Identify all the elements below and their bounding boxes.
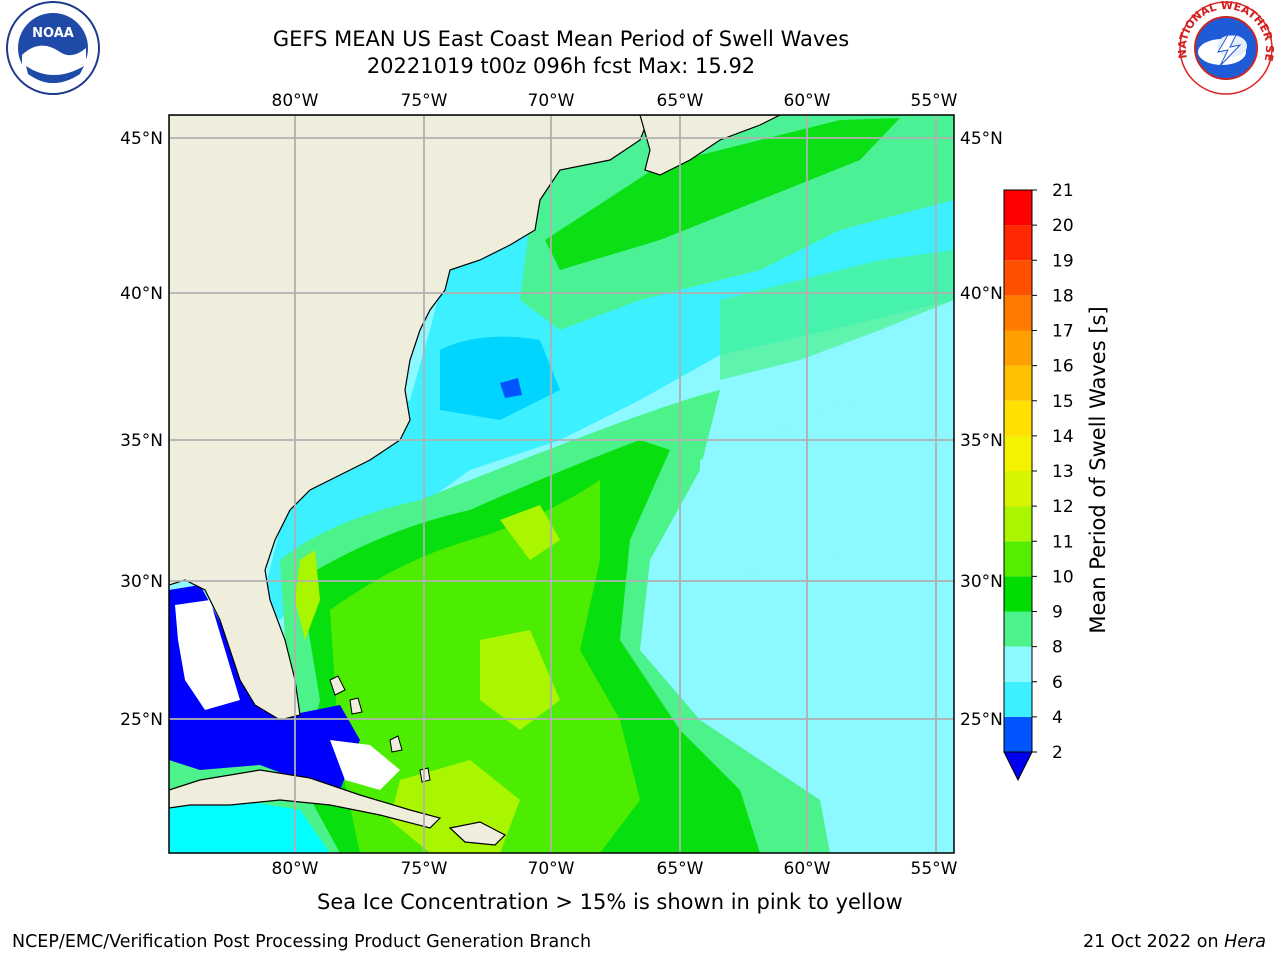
lon-labels-bottom: 80°W 75°W 70°W 65°W 60°W 55°W bbox=[272, 859, 958, 879]
colorbar-segment bbox=[1004, 576, 1032, 612]
colorbar-tick-label: 21 bbox=[1052, 181, 1074, 201]
colorbar-tick-label: 10 bbox=[1052, 567, 1074, 587]
colorbar-segment bbox=[1004, 365, 1032, 401]
colorbar-segment bbox=[1004, 716, 1032, 752]
colorbar-segment bbox=[1004, 681, 1032, 717]
colorbar-tick-label: 9 bbox=[1052, 603, 1063, 623]
lon-label: 65°W bbox=[657, 91, 704, 111]
noaa-logo: NOAA bbox=[6, 1, 100, 95]
swell-8-9s-southeast bbox=[800, 540, 954, 853]
colorbar-segment bbox=[1004, 295, 1032, 331]
bahamas-islands bbox=[329, 675, 431, 783]
sea-ice-note: Sea Ice Concentration > 15% is shown in … bbox=[317, 890, 903, 914]
colorbar-segment bbox=[1004, 435, 1032, 471]
lon-label: 80°W bbox=[272, 859, 319, 879]
colorbar-tick-label: 13 bbox=[1052, 462, 1074, 482]
map-frame bbox=[168, 114, 955, 854]
colorbar-segment bbox=[1004, 260, 1032, 296]
colorbar-segment bbox=[1004, 506, 1032, 542]
cuba-land bbox=[169, 769, 442, 829]
colorbar-segment bbox=[1004, 225, 1032, 261]
colorbar-tick-label: 18 bbox=[1052, 286, 1074, 306]
lat-label: 35°N bbox=[120, 431, 163, 451]
lat-label: 40°N bbox=[960, 284, 1003, 304]
noaa-logo-text: NOAA bbox=[32, 26, 74, 41]
lon-labels-top: 80°W 75°W 70°W 65°W 60°W 55°W bbox=[272, 91, 958, 111]
swell-12-13s-patches bbox=[295, 505, 560, 853]
chart-subtitle: 20221019 t00z 096h fcst Max: 15.92 bbox=[366, 54, 756, 78]
colorbar-segment bbox=[1004, 330, 1032, 366]
lat-label: 45°N bbox=[960, 129, 1003, 149]
colorbar-tick-label: 4 bbox=[1052, 708, 1063, 728]
colorbar-tick-label: 15 bbox=[1052, 392, 1074, 412]
nws-logo: NATIONAL WEATHER SERVICE bbox=[0, 0, 1276, 95]
caribbean-cyan-region bbox=[169, 800, 330, 853]
colorbar-tick-label: 2 bbox=[1052, 743, 1063, 763]
map-area bbox=[169, 115, 954, 853]
gulf-white-patch bbox=[175, 600, 240, 710]
lat-label: 25°N bbox=[120, 710, 163, 730]
colorbar-segment bbox=[1004, 190, 1032, 226]
colorbar-segment bbox=[1004, 541, 1032, 577]
colorbar-tick-label: 16 bbox=[1052, 357, 1074, 377]
lon-label: 75°W bbox=[401, 859, 448, 879]
lat-labels-right: 45°N 40°N 35°N 30°N 25°N bbox=[960, 129, 1003, 730]
swell-9s-east-band bbox=[720, 250, 954, 380]
swell-4-6s-pocket bbox=[440, 336, 560, 420]
lat-label: 40°N bbox=[120, 284, 163, 304]
lon-label: 55°W bbox=[911, 859, 958, 879]
date-text: 21 Oct 2022 on bbox=[1083, 932, 1219, 952]
swell-9-10s-ne-region bbox=[520, 115, 954, 330]
colorbar-tick-label: 12 bbox=[1052, 497, 1074, 517]
lon-label: 60°W bbox=[784, 91, 831, 111]
lon-label: 60°W bbox=[784, 859, 831, 879]
hispaniola-land bbox=[448, 821, 507, 846]
lon-label: 70°W bbox=[528, 91, 575, 111]
date-stamp: 21 Oct 2022 on Hera bbox=[1083, 932, 1266, 952]
colorbar-tick-label: 11 bbox=[1052, 532, 1074, 552]
colorbar-tick-label: 17 bbox=[1052, 322, 1074, 342]
colorbar-segment bbox=[1004, 611, 1032, 647]
nws-logo-text: NATIONAL WEATHER SERVICE bbox=[0, 0, 1276, 62]
lat-label: 35°N bbox=[960, 431, 1003, 451]
colorbar-tick-label: 8 bbox=[1052, 638, 1063, 658]
credit-text: NCEP/EMC/Verification Post Processing Pr… bbox=[12, 932, 592, 952]
lat-labels-left: 45°N 40°N 35°N 30°N 25°N bbox=[120, 129, 163, 730]
lat-label: 45°N bbox=[120, 129, 163, 149]
colorbar-tick-label: 20 bbox=[1052, 216, 1074, 236]
colorbar-tick-label: 6 bbox=[1052, 673, 1063, 693]
lat-label: 30°N bbox=[960, 572, 1003, 592]
lon-label: 80°W bbox=[272, 91, 319, 111]
colorbar-under-arrow bbox=[1003, 751, 1033, 782]
chart-title: GEFS MEAN US East Coast Mean Period of S… bbox=[272, 27, 850, 51]
nova-scotia-land bbox=[639, 115, 781, 176]
swell-2-4s-spot bbox=[500, 378, 522, 398]
colorbar-label: Mean Period of Swell Waves [s] bbox=[1086, 306, 1110, 633]
lat-label: 25°N bbox=[960, 710, 1003, 730]
swell-8-9s-east bbox=[700, 360, 954, 600]
colorbar-tick-label: 14 bbox=[1052, 427, 1074, 447]
lon-label: 70°W bbox=[528, 859, 575, 879]
lon-label: 55°W bbox=[911, 91, 958, 111]
lon-label: 75°W bbox=[401, 91, 448, 111]
host-name: Hera bbox=[1224, 932, 1266, 952]
colorbar-segment bbox=[1004, 471, 1032, 507]
us-east-coast-land bbox=[169, 115, 651, 721]
swell-10-11s-ne-band bbox=[545, 118, 900, 270]
colorbar-segment bbox=[1004, 646, 1032, 682]
lat-label: 30°N bbox=[120, 572, 163, 592]
colorbar: 2 4 6 8 9 10 11 12 13 14 15 16 17 18 19 20 21 bbox=[1003, 181, 1074, 782]
colorbar-segment bbox=[1004, 400, 1032, 436]
lon-label: 65°W bbox=[657, 859, 704, 879]
map-gridlines bbox=[169, 115, 954, 853]
bahamas-white-patch bbox=[330, 740, 400, 790]
colorbar-tick-label: 19 bbox=[1052, 251, 1074, 271]
